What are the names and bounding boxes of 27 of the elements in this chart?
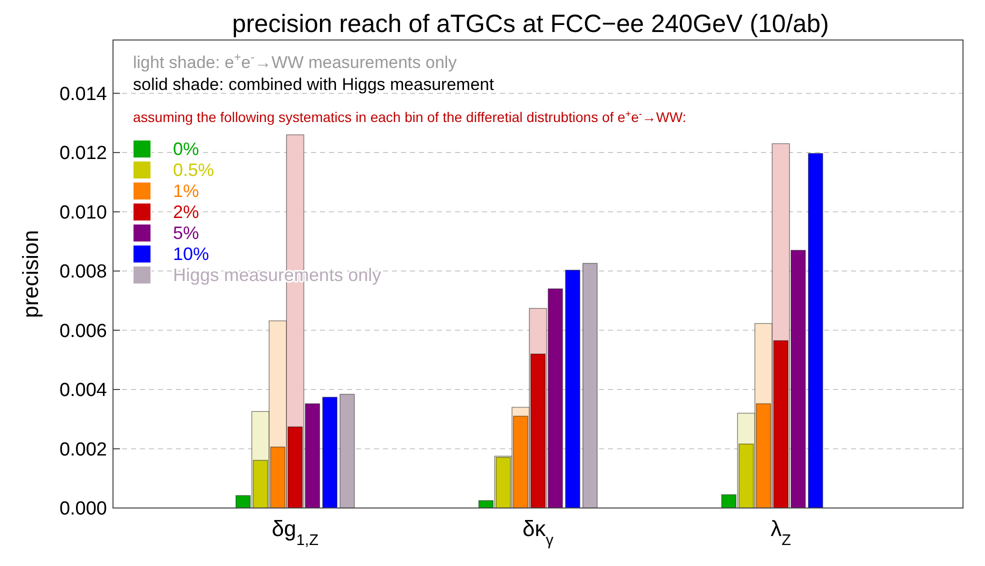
bar bbox=[808, 153, 824, 508]
annotation: assuming the following systematics in each bin of the differetial distrubtions of e$^{+}$e$^{-}$→WW: bbox=[133, 108, 686, 125]
legend-label: 1% bbox=[173, 181, 200, 201]
annotation: solid shade: combined with Higgs measurement bbox=[133, 75, 494, 94]
legend-label: 0.5% bbox=[173, 160, 214, 180]
x-tick-label: λ$_{Z}$ bbox=[770, 516, 792, 548]
legend-label: 2% bbox=[173, 202, 200, 222]
y-tick-label: 0.002 bbox=[59, 439, 107, 460]
y-tick-label: 0.006 bbox=[59, 320, 107, 342]
chart-title: precision reach of aTGCs at FCC−ee 240GeV (10/ab) bbox=[232, 10, 829, 38]
y-tick-label: 0.014 bbox=[59, 84, 108, 105]
bar bbox=[322, 396, 338, 508]
y-tick-label: 0.010 bbox=[59, 202, 107, 224]
y-tick-label: 0.008 bbox=[59, 262, 107, 283]
bar bbox=[565, 270, 580, 508]
y-axis-title: precision bbox=[18, 230, 43, 318]
legend-label: 5% bbox=[173, 223, 200, 243]
bar bbox=[582, 262, 598, 508]
legend-label: 10% bbox=[173, 244, 210, 264]
bar bbox=[340, 394, 355, 508]
legend-label: 0% bbox=[173, 139, 200, 159]
y-tick-label: 0.000 bbox=[59, 498, 107, 520]
y-tick-label: 0.004 bbox=[59, 380, 108, 402]
annotation: light shade: e$^{+}$e$^{-}$→WW measurements only bbox=[133, 50, 458, 72]
y-tick-label: 0.012 bbox=[59, 143, 107, 164]
x-tick-label: δg$_{1,Z}$ bbox=[272, 516, 319, 548]
x-tick-label: δκ$_{γ}$ bbox=[522, 516, 554, 548]
